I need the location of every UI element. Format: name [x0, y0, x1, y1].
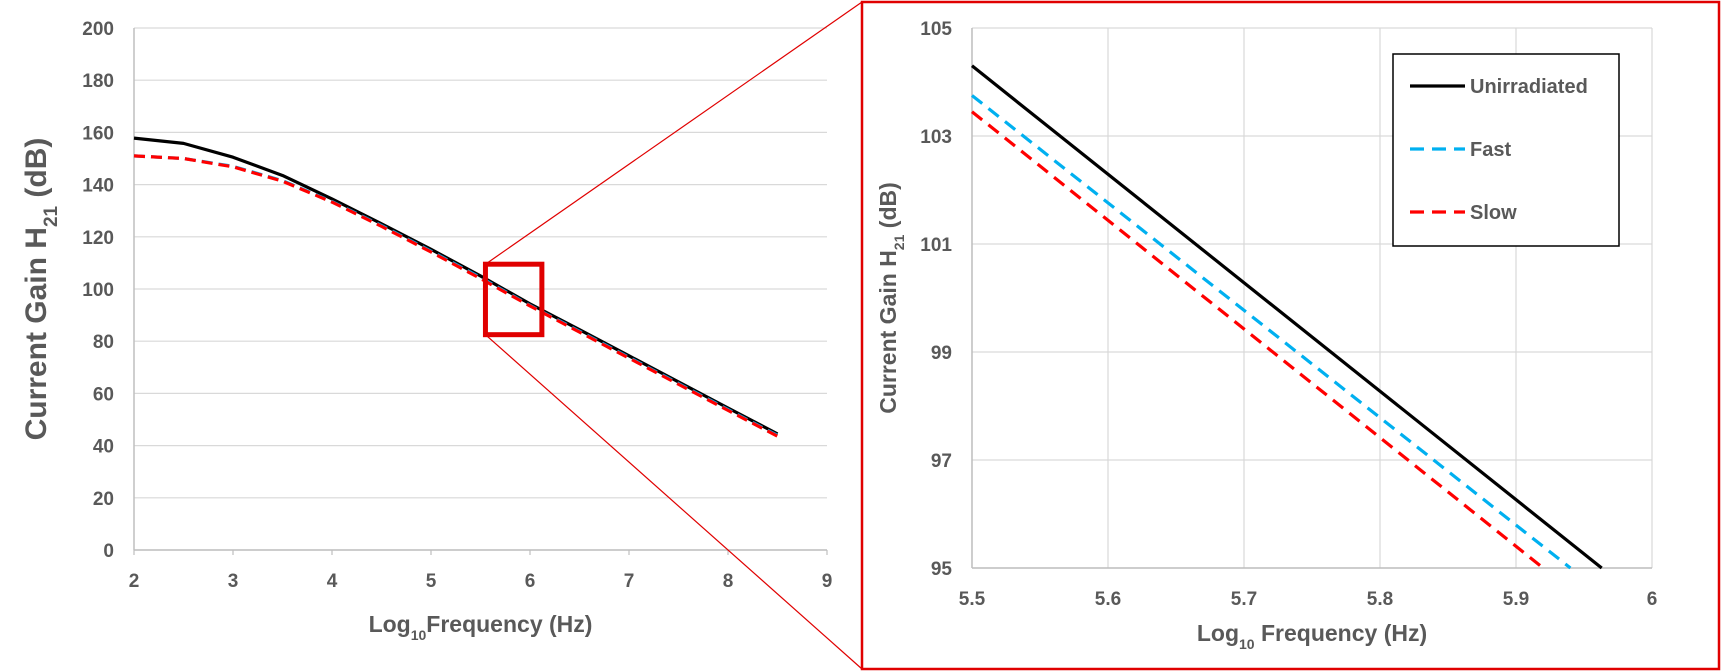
x-axis-title-main: Log	[1197, 620, 1239, 646]
x-tick-label: 2	[129, 571, 140, 592]
y-axis-title: Current Gain H21 (dB)	[20, 138, 62, 441]
series-line-slow	[971, 110, 1545, 570]
y-tick-label: 101	[920, 235, 952, 256]
x-tick-label: 7	[624, 571, 635, 592]
x-tick-label: 8	[723, 571, 734, 592]
x-tick-label: 3	[228, 571, 239, 592]
x-tick-label: 5.9	[1503, 589, 1529, 610]
main-chart: 0 20 40 60 80 100 120 140 160 180 200 2 3 4 5 6 7 8 9 Log10…	[20, 19, 832, 643]
y-tick-label: 97	[931, 451, 952, 472]
y-tick-label: 120	[82, 228, 114, 249]
x-axis-title-suffix: Frequency (Hz)	[1255, 620, 1428, 646]
zoom-panel-frame	[860, 0, 1721, 671]
y-tick-label: 105	[920, 19, 952, 40]
y-tick-label: 180	[82, 71, 114, 92]
legend-label-fast: Fast	[1470, 139, 1511, 161]
x-tick-label: 5	[426, 571, 437, 592]
y-tick-label: 140	[82, 176, 114, 197]
x-tick-label: 9	[822, 571, 833, 592]
x-axis-title-subscript: 10	[1239, 636, 1255, 652]
y-tick-label: 103	[920, 127, 952, 148]
zoom-connector-top	[485, 1, 863, 265]
y-axis-title-subscript: 21	[41, 205, 62, 227]
x-tick-label: 5.5	[959, 589, 986, 610]
y-axis-title: Current Gain H21 (dB)	[875, 182, 907, 414]
series-line-unirradiated	[971, 64, 1603, 570]
zoom-highlight-box	[482, 261, 545, 338]
series-line-slow	[133, 154, 779, 438]
y-tick-label: 40	[93, 437, 114, 458]
x-tick-label: 6	[1647, 589, 1658, 610]
y-tick-label: 80	[93, 332, 114, 353]
y-tick-label: 99	[931, 343, 952, 364]
x-tick-label: 6	[525, 571, 536, 592]
x-tick-label: 4	[327, 571, 338, 592]
zoom-connector-bottom	[485, 334, 863, 670]
y-tick-label: 60	[93, 384, 114, 405]
y-tick-label: 160	[82, 123, 114, 144]
x-axis-title: Log10 Frequency (Hz)	[1197, 620, 1427, 652]
x-tick-label: 5.8	[1367, 589, 1393, 610]
legend-label-slow: Slow	[1470, 202, 1517, 224]
x-axis-title-subscript: 10	[411, 627, 427, 643]
legend-label-unirradiated: Unirradiated	[1470, 76, 1588, 98]
x-axis-title-suffix: Frequency (Hz)	[426, 611, 592, 637]
y-tick-label: 200	[82, 19, 114, 40]
y-tick-label: 0	[103, 541, 114, 562]
y-axis-title-subscript: 21	[891, 234, 907, 250]
zoom-chart: 95 97 99 101 103 105 5.5 5.6 5.7 5.8 5.9 6 Log10 Fre…	[875, 19, 1657, 652]
series-line-unirradiated	[133, 136, 779, 436]
x-tick-label: 5.7	[1231, 589, 1257, 610]
y-axis-title-main: Current Gain H	[875, 250, 901, 414]
y-axis-title-main: Current Gain H	[20, 227, 53, 440]
x-tick-label: 5.6	[1095, 589, 1121, 610]
y-axis-title-suffix: (dB)	[20, 138, 53, 206]
y-tick-label: 100	[82, 280, 114, 301]
x-axis-title-main: Log	[369, 611, 411, 637]
legend: Unirradiated Fast Slow	[1392, 53, 1620, 247]
y-tick-label: 20	[93, 489, 114, 510]
series-line-fast	[971, 94, 1572, 570]
y-axis-title-suffix: (dB)	[875, 182, 901, 234]
y-tick-label: 95	[931, 559, 953, 580]
x-axis-title: Log10Frequency (Hz)	[369, 611, 593, 643]
